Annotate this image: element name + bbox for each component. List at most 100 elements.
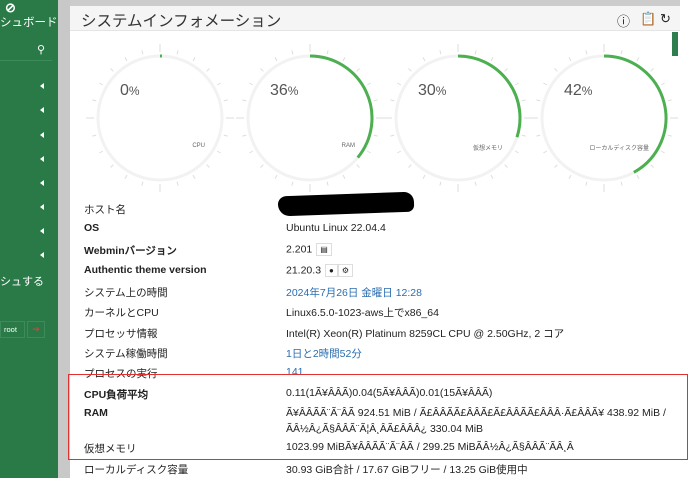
gauge-tick xyxy=(650,164,654,168)
gauge-tick xyxy=(192,174,196,179)
gauge-tick xyxy=(141,50,144,55)
info-value[interactable]: 1日と2時間52分 xyxy=(286,348,362,360)
changelog-button[interactable]: ▤ xyxy=(316,243,332,256)
gauge-tick xyxy=(291,181,294,186)
info-label: 仮想メモリ xyxy=(84,443,137,455)
gauge-tick xyxy=(342,174,346,179)
gauge-tick xyxy=(216,82,221,86)
gutter xyxy=(58,0,70,478)
gauge-tick xyxy=(554,68,558,72)
info-value: 21.20.3 ● ⚙ xyxy=(286,264,354,277)
gauge-label: ローカルディスク容量 xyxy=(589,146,649,152)
gauge-tick xyxy=(124,174,128,179)
gauge-tick xyxy=(206,68,210,72)
gauge-tick xyxy=(356,164,360,168)
gauge-tick xyxy=(223,99,228,102)
gauge-label: CPU xyxy=(192,143,205,149)
gauge-tick xyxy=(373,134,378,137)
search-icon[interactable]: ⚲ xyxy=(37,44,46,56)
chevron-left-icon[interactable] xyxy=(40,156,44,162)
gauge-tick xyxy=(249,82,254,86)
gauge-ring xyxy=(530,44,678,192)
help-icon[interactable]: ⓘ xyxy=(617,14,631,29)
gauge-tick xyxy=(504,164,508,168)
gauge-tick xyxy=(422,57,426,62)
theme-settings-button[interactable]: ⚙ xyxy=(337,264,354,277)
gauge-tick xyxy=(504,68,508,72)
scrollbar-thumb[interactable] xyxy=(672,32,678,56)
gauge-label: RAM xyxy=(341,143,355,149)
gauge-tick xyxy=(92,134,97,137)
gauge-tick xyxy=(366,82,371,86)
gauge-仮想メモリ: 30% 仮想メモリ xyxy=(383,36,533,192)
gauge-tick xyxy=(536,99,541,102)
gauge-RAM: 36% RAM xyxy=(235,36,385,192)
panel-header: システムインフォメーション ⓘ 📋 ↻ xyxy=(70,6,680,31)
gauge-tick xyxy=(474,50,477,55)
gauge-tick xyxy=(585,50,588,55)
gauge-tick xyxy=(667,134,672,137)
gauge-tick xyxy=(216,150,221,154)
sidebar-refresh-link[interactable]: シュする xyxy=(0,276,44,288)
chevron-left-icon[interactable] xyxy=(40,107,44,113)
gauge-tick xyxy=(356,68,360,72)
gauge-tick xyxy=(568,174,572,179)
gauge-tick xyxy=(206,164,210,168)
gauge-tick xyxy=(667,99,672,102)
chevron-left-icon[interactable] xyxy=(40,252,44,258)
gauge-tick xyxy=(543,82,548,86)
info-label: RAM xyxy=(84,407,108,419)
dashboard-icon: ⊘ xyxy=(5,0,16,15)
gauge-tick xyxy=(536,134,541,137)
system-info-panel: システムインフォメーション ⓘ 📋 ↻ xyxy=(70,6,680,478)
info-value: 0.11(1Ã¥ÂÂÃ)0.04(5Ã¥ÂÂÃ)0.01(15Ã¥ÂÂÃ) xyxy=(286,387,493,399)
gauge-tick xyxy=(326,181,329,186)
chevron-left-icon[interactable] xyxy=(40,228,44,234)
gauge-tick xyxy=(620,50,623,55)
gauge-tick xyxy=(521,99,526,102)
user-button[interactable]: root xyxy=(0,321,25,338)
chevron-left-icon[interactable] xyxy=(40,83,44,89)
gauge-tick xyxy=(99,150,104,154)
gauge-tick xyxy=(99,82,104,86)
gauge-tick xyxy=(124,57,128,62)
gauge-tick xyxy=(568,57,572,62)
info-label: Webminバージョン xyxy=(84,245,177,257)
gauge-tick xyxy=(490,174,494,179)
chevron-left-icon[interactable] xyxy=(40,180,44,186)
gauge-tick xyxy=(422,174,426,179)
reload-icon[interactable]: ↻ xyxy=(660,11,671,26)
gauge-value: 30% xyxy=(418,82,447,99)
info-label: プロセッサ情報 xyxy=(84,328,158,340)
gauge-tick xyxy=(585,181,588,186)
info-button[interactable]: ● xyxy=(325,264,338,277)
info-label: システム稼働時間 xyxy=(84,348,168,360)
sidebar-dashboard-link[interactable]: シュボード xyxy=(0,17,58,29)
clipboard-icon[interactable]: 📋 xyxy=(640,11,657,26)
gauge-tick xyxy=(249,150,254,154)
gauge-tick xyxy=(397,150,402,154)
chevron-left-icon[interactable] xyxy=(40,204,44,210)
info-value: 2.201 ▤ xyxy=(286,243,332,256)
gauge-ring xyxy=(384,44,532,192)
gauge-CPU: 0% CPU xyxy=(85,36,235,192)
info-label: Authentic theme version xyxy=(84,264,207,276)
gauge-tick xyxy=(514,150,519,154)
info-value[interactable]: 141 xyxy=(286,366,304,378)
gauge-tick xyxy=(636,174,640,179)
gauge-tick xyxy=(110,164,114,168)
gauge-fill xyxy=(309,54,374,159)
gauge-tick xyxy=(521,134,526,137)
info-value: 30.93 GiB合計 / 17.67 GiBフリー / 13.25 GiB使用… xyxy=(286,464,528,476)
info-label: CPU負荷平均 xyxy=(84,389,149,401)
gauge-tick xyxy=(474,181,477,186)
gauge-tick xyxy=(543,150,548,154)
gauge-ring xyxy=(236,44,384,192)
gauge-tick xyxy=(408,164,412,168)
info-value[interactable]: 2024年7月26日 金曜日 12:28 xyxy=(286,287,422,299)
logout-button[interactable]: ➔ xyxy=(27,321,45,338)
gauge-tick xyxy=(660,82,665,86)
gauge-tick xyxy=(291,50,294,55)
gauge-tick xyxy=(390,99,395,102)
chevron-left-icon[interactable] xyxy=(40,132,44,138)
